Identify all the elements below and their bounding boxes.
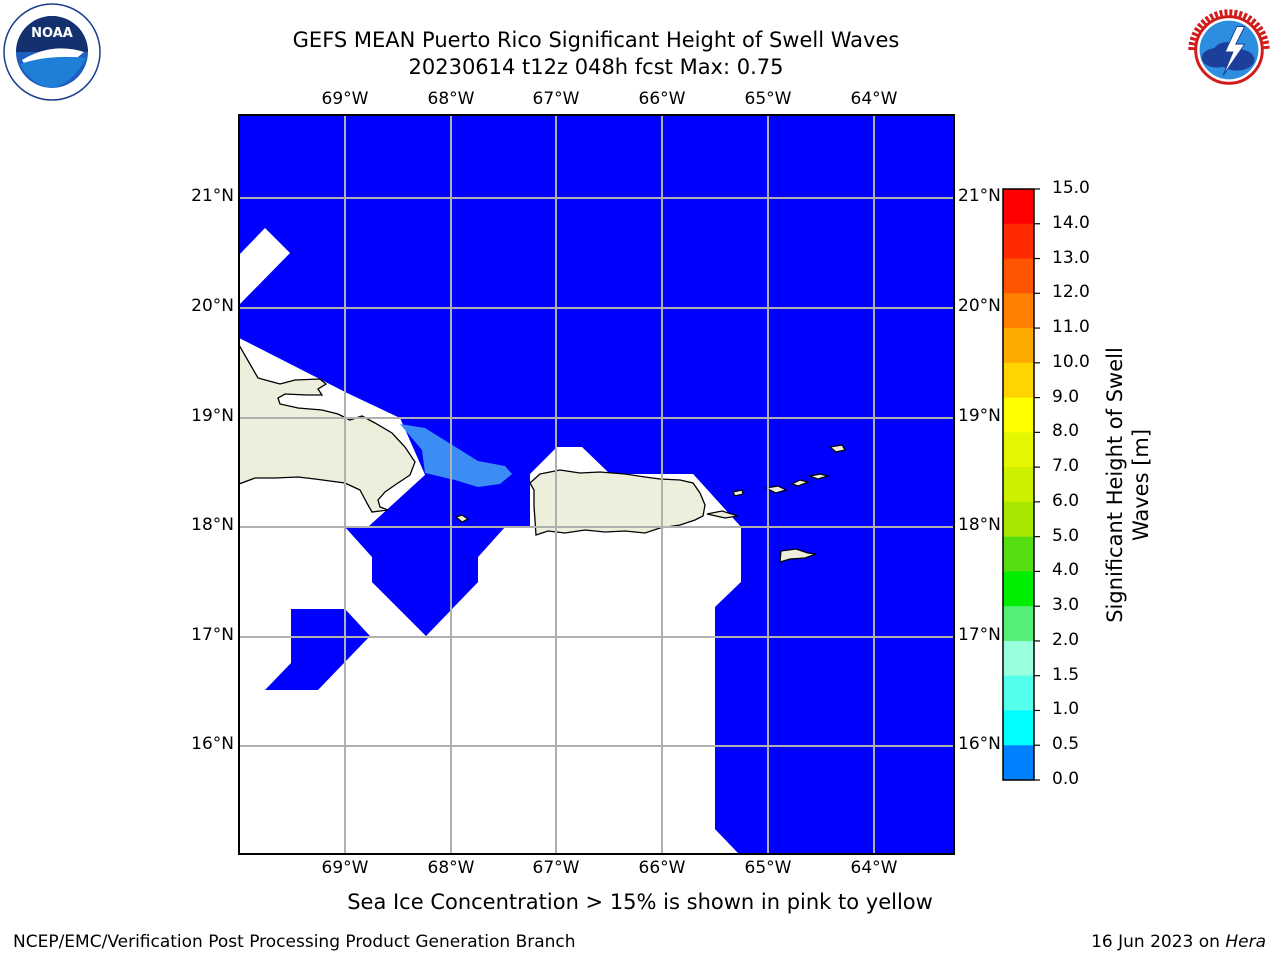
lat-label-left: 19°N <box>191 406 234 426</box>
colorbar-band <box>1003 189 1034 225</box>
swell-region-sw <box>265 609 370 690</box>
map-grid <box>239 115 954 854</box>
lat-label-left: 17°N <box>191 625 234 645</box>
colorbar-tick-label: 12.0 <box>1052 282 1090 303</box>
colorbar-tick-label: 1.0 <box>1052 699 1080 720</box>
colorbar-band <box>1003 258 1034 294</box>
lon-label-top: 66°W <box>638 89 686 109</box>
lat-label-right: 20°N <box>958 296 1001 316</box>
colorbar-band <box>1003 571 1034 607</box>
colorbar-band <box>1003 293 1034 329</box>
colorbar-band <box>1003 223 1034 260</box>
colorbar-band <box>1003 710 1034 746</box>
colorbar-tick-label: 8.0 <box>1052 421 1080 442</box>
colorbar-tick-label: 7.0 <box>1052 456 1080 477</box>
lat-label-right: 19°N <box>958 406 1001 426</box>
colorbar-tick-label: 5.0 <box>1052 525 1080 546</box>
colorbar-tick-label: 0.5 <box>1052 734 1080 755</box>
lat-label-right: 17°N <box>958 625 1001 645</box>
lat-label-left: 20°N <box>191 296 234 316</box>
noaa-logo-text: NOAA <box>31 26 73 41</box>
lon-label-top: 69°W <box>321 89 369 109</box>
sea-ice-note: Sea Ice Concentration > 15% is shown in … <box>347 890 933 914</box>
colorbar-tick-label: 10.0 <box>1052 351 1090 372</box>
lon-label-top: 68°W <box>427 89 475 109</box>
colorbar-band <box>1003 328 1034 364</box>
lat-label-right: 21°N <box>958 186 1001 206</box>
map-frame <box>238 114 955 855</box>
footer-host: Hera <box>1225 932 1266 952</box>
colorbar-tick-label: 1.5 <box>1052 664 1080 685</box>
swell-region-channel <box>345 475 530 636</box>
footer-date: 16 Jun 2023 on Hera <box>1091 932 1266 952</box>
colorbar-tick-label: 9.0 <box>1052 386 1080 407</box>
lon-label-bottom: 69°W <box>321 858 369 878</box>
lat-label-left: 21°N <box>191 186 234 206</box>
colorbar-title-line2: Waves [m] <box>1129 428 1153 542</box>
colorbar-tick-label: 3.0 <box>1052 595 1080 616</box>
lon-label-top: 64°W <box>850 89 898 109</box>
footer-credit: NCEP/EMC/Verification Post Processing Pr… <box>13 932 576 952</box>
chart-title: GEFS MEAN Puerto Rico Significant Height… <box>292 28 900 52</box>
lon-label-bottom: 64°W <box>850 858 898 878</box>
colorbar-band <box>1003 745 1034 781</box>
colorbar-band <box>1003 640 1034 677</box>
colorbar-tick-label: 0.0 <box>1052 769 1080 789</box>
colorbar-band <box>1003 467 1034 503</box>
colorbar-tick-label: 4.0 <box>1052 560 1080 581</box>
colorbar-tick-label: 13.0 <box>1052 247 1090 268</box>
colorbar-title-line1: Significant Height of Swell <box>1103 347 1127 623</box>
lon-label-bottom: 68°W <box>427 858 475 878</box>
swell-region-east <box>703 474 954 854</box>
lon-label-top: 65°W <box>744 89 792 109</box>
nws-logo <box>1182 3 1276 97</box>
colorbar-band <box>1003 362 1034 399</box>
lon-label-bottom: 66°W <box>638 858 686 878</box>
colorbar-tick-label: 6.0 <box>1052 490 1080 511</box>
swell-region-mid <box>400 424 512 487</box>
lat-label-left: 16°N <box>191 734 234 754</box>
colorbar-title: Significant Height of Swell Waves [m] <box>1102 347 1154 623</box>
lon-label-bottom: 67°W <box>532 858 580 878</box>
no-data-nw <box>239 228 290 305</box>
noaa-logo: NOAA <box>3 3 101 101</box>
footer-date-text: 16 Jun 2023 on <box>1091 932 1226 952</box>
colorbar-tick-label: 15.0 <box>1052 178 1090 198</box>
colorbar-band <box>1003 432 1034 468</box>
colorbar-band <box>1003 397 1034 433</box>
colorbar-tick-label: 14.0 <box>1052 212 1090 233</box>
colorbar-frame <box>1002 188 1035 781</box>
colorbar-band <box>1003 606 1034 642</box>
lon-label-bottom: 65°W <box>744 858 792 878</box>
colorbar <box>1003 189 1034 781</box>
colorbar-band <box>1003 536 1034 572</box>
lon-label-top: 67°W <box>532 89 580 109</box>
colorbar-band <box>1003 675 1034 711</box>
colorbar-band <box>1003 501 1034 538</box>
chart-subtitle: 20230614 t12z 048h fcst Max: 0.75 <box>408 55 784 79</box>
colorbar-tick-label: 2.0 <box>1052 629 1080 650</box>
lat-label-left: 18°N <box>191 515 234 535</box>
colorbar-tick-label: 11.0 <box>1052 317 1090 338</box>
lat-label-right: 18°N <box>958 515 1001 535</box>
lat-label-right: 16°N <box>958 734 1001 754</box>
